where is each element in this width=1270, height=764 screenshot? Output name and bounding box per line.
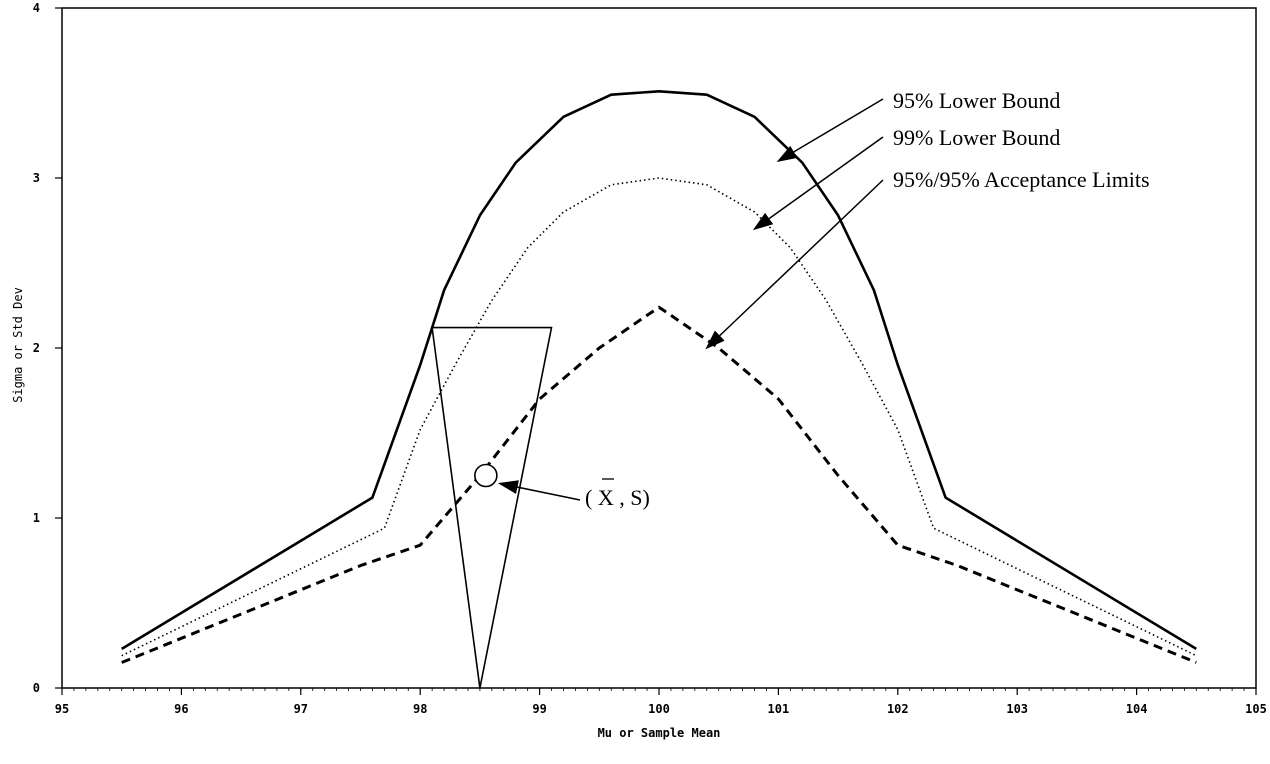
y-tick-label: 1	[33, 511, 40, 525]
x-tick-label: 104	[1126, 702, 1148, 716]
arrow-99-lower-bound	[752, 136, 884, 231]
x-tick-label: 95	[55, 702, 69, 716]
arrow-acceptance-limits	[705, 179, 884, 350]
x-tick-label: 103	[1006, 702, 1028, 716]
series-line-dotted	[121, 177, 1197, 657]
annotation-acceptance-limits: 95%/95% Acceptance Limits	[893, 167, 1150, 192]
x-tick-label: 101	[768, 702, 790, 716]
arrows-layer	[497, 98, 884, 501]
x-tick-label: 97	[294, 702, 308, 716]
x-axis: 95 96 97 98 99 100 101 102 103 104 105	[55, 688, 1267, 716]
annotation-99-lower-bound: 99% Lower Bound	[893, 125, 1060, 150]
arrow-xbar-s	[497, 480, 581, 501]
x-tick-label: 100	[648, 702, 670, 716]
arrow-95-lower-bound	[776, 98, 884, 163]
y-tick-label: 0	[33, 681, 40, 695]
annotation-xbar-s: ( X , S)	[585, 485, 650, 510]
y-axis-title: Sigma or Std Dev	[11, 287, 25, 403]
annotation-95-lower-bound: 95% Lower Bound	[893, 88, 1060, 113]
series-line-solid	[121, 90, 1197, 651]
overlay-layer	[431, 326, 553, 689]
x-axis-title: Mu or Sample Mean	[598, 726, 721, 740]
x-tick-label: 98	[413, 702, 427, 716]
y-axis: 0 1 2 3 4	[33, 1, 62, 695]
confidence-triangle	[431, 326, 553, 689]
y-tick-label: 4	[33, 1, 40, 15]
y-tick-label: 2	[33, 341, 40, 355]
y-tick-label: 3	[33, 171, 40, 185]
series-line-dashed	[121, 305, 1197, 664]
plot-frame	[61, 7, 1257, 689]
sample-point-marker	[474, 463, 498, 488]
x-tick-label: 99	[532, 702, 546, 716]
x-tick-label: 105	[1245, 702, 1267, 716]
x-tick-label: 96	[174, 702, 188, 716]
series-layer	[121, 90, 1197, 664]
x-tick-label: 102	[887, 702, 909, 716]
